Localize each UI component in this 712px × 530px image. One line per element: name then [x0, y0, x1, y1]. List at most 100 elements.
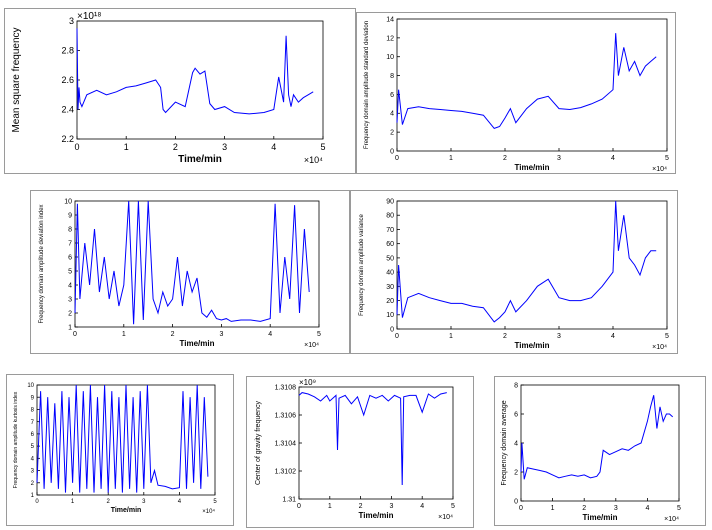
y-tick-label: 14	[386, 16, 394, 23]
y-tick-label: 3	[69, 16, 74, 26]
x-axis-label: Time/min	[178, 154, 222, 165]
plot-area	[74, 200, 320, 328]
y-tick-label: 7	[68, 240, 72, 247]
y-tick-label: 1.31	[282, 496, 296, 503]
x-tick-label: 3	[614, 505, 618, 512]
x-tick-label: 0	[73, 331, 77, 338]
y-tick-label: 8	[68, 226, 72, 233]
series-line	[396, 200, 657, 323]
y-tick-label: 10	[64, 198, 72, 205]
x-tick-label: 2	[503, 333, 507, 340]
x-tick-label: 1	[71, 499, 75, 505]
y-tick-label: 10	[27, 383, 34, 389]
y-tick-label: 5	[31, 444, 35, 450]
y-tick-label: 40	[386, 270, 394, 277]
x-tick-label: 3	[142, 499, 146, 505]
chart-center-of-gravity-frequency: 0 1 2 3 4 5 1.31 1.3102 1.3104 1.3106 1.3108 Time/m…	[255, 378, 455, 521]
x-tick-label: 4	[645, 505, 649, 512]
y-tick-label: 2	[68, 310, 72, 317]
y-tick-label: 20	[386, 298, 394, 305]
y-tick-label: 3	[68, 296, 72, 303]
x-tick-label: 5	[320, 142, 325, 152]
x-tick-label: 4	[268, 331, 272, 338]
y-tick-label: 2.6	[61, 75, 74, 85]
plot-area	[520, 384, 680, 502]
y-axis-label: Frequency domain amplitude standard devi…	[364, 21, 370, 149]
y-tick-label: 2.2	[61, 134, 74, 144]
x-tick-label: 0	[297, 503, 301, 510]
chart-panel-amplitude-std: 0 1 2 3 4 5 0 2 4 6 8 10 12 14 Time/min ×10⁴ Frequency d…	[356, 12, 676, 174]
x-tick-label: 5	[317, 331, 321, 338]
x-tick-label: 2	[171, 331, 175, 338]
x-tick-label: 0	[395, 333, 399, 340]
y-tick-label: 4	[390, 111, 394, 118]
x-axis-exponent: ×10⁴	[652, 344, 667, 351]
y-tick-label: 1.3106	[275, 412, 297, 419]
series-line	[396, 33, 657, 129]
plot-area	[396, 18, 668, 152]
y-tick-label: 1	[31, 493, 35, 499]
chart-panel-amplitude-variance: 0 1 2 3 4 5 0 10 20 30 40 50 60 70 80 90 Time/min ×10⁴ Fre…	[350, 190, 678, 354]
y-tick-label: 2.4	[61, 105, 74, 115]
y-tick-label: 9	[68, 212, 72, 219]
x-axis-label: Time/min	[111, 507, 142, 514]
y-tick-label: 8	[390, 73, 394, 80]
y-tick-label: 10	[386, 312, 394, 319]
y-tick-label: 0	[514, 498, 518, 505]
x-tick-label: 1	[449, 155, 453, 162]
y-tick-label: 60	[386, 241, 394, 248]
y-tick-label: 2	[31, 481, 35, 487]
x-tick-label: 4	[271, 142, 276, 152]
x-tick-label: 1	[551, 505, 555, 512]
y-tick-label: 4	[31, 456, 35, 462]
y-tick-label: 1.3108	[275, 384, 297, 391]
plot-area	[396, 200, 668, 330]
chart-panel-mean-square-frequency: 0 1 2 3 4 5 2.2 2.4 2.6 2.8 3 Time/min ×10⁴ ×10¹⁸ Mean…	[4, 8, 356, 174]
y-axis-exponent: ×10¹⁸	[77, 11, 102, 22]
x-tick-label: 4	[178, 499, 182, 505]
x-axis-exponent: ×10⁴	[202, 508, 215, 515]
chart-panel-deviation-index: 0 1 2 3 4 5 1 2 3 4 5 6 7 8 9 10 Time/min ×10⁴ Frequency d…	[30, 190, 350, 354]
series-line	[36, 384, 209, 493]
y-tick-label: 7	[31, 420, 35, 426]
x-tick-label: 1	[124, 142, 129, 152]
y-tick-label: 50	[386, 255, 394, 262]
y-tick-label: 12	[386, 35, 394, 42]
y-tick-label: 90	[386, 198, 394, 205]
y-tick-label: 3	[31, 469, 35, 475]
y-tick-label: 1.3102	[275, 468, 297, 475]
y-axis-label: Frequency domain amplitude deviation ind…	[39, 204, 45, 323]
y-tick-label: 0	[390, 326, 394, 333]
y-axis-label: Center of gravity frequency	[255, 400, 262, 485]
x-axis-label: Time/min	[515, 163, 550, 172]
chart-frequency-domain-average: 0 1 2 3 4 5 0 2 4 6 8 Time/min ×10⁴ Frequency domain …	[501, 382, 681, 523]
x-tick-label: 5	[665, 333, 669, 340]
series-line	[74, 200, 310, 325]
x-tick-label: 3	[557, 333, 561, 340]
x-axis-label: Time/min	[359, 511, 394, 520]
x-tick-label: 5	[213, 499, 217, 505]
y-axis-label: Mean square frequency	[11, 27, 22, 132]
y-tick-label: 1.3104	[275, 440, 297, 447]
y-tick-label: 6	[514, 411, 518, 418]
x-tick-label: 2	[359, 503, 363, 510]
x-tick-label: 5	[677, 505, 681, 512]
y-tick-label: 8	[31, 408, 35, 414]
y-axis-exponent: ×10⁹	[299, 378, 316, 387]
y-tick-label: 2.8	[61, 46, 74, 56]
x-tick-label: 2	[173, 142, 178, 152]
x-tick-label: 4	[420, 503, 424, 510]
y-tick-label: 0	[390, 148, 394, 155]
chart-panel-center-of-gravity: 0 1 2 3 4 5 1.31 1.3102 1.3104 1.3106 1.3108 Time/m…	[246, 376, 474, 528]
y-tick-label: 10	[386, 54, 394, 61]
x-tick-label: 4	[611, 333, 615, 340]
x-tick-label: 1	[449, 333, 453, 340]
series-line	[76, 28, 314, 115]
x-tick-label: 1	[122, 331, 126, 338]
x-tick-label: 4	[611, 155, 615, 162]
x-axis-label: Time/min	[180, 339, 215, 348]
chart-panel-frequency-average: 0 1 2 3 4 5 0 2 4 6 8 Time/min ×10⁴ Frequency domain …	[494, 376, 706, 526]
y-tick-label: 9	[31, 395, 35, 401]
x-axis-exponent: ×10⁴	[304, 342, 319, 349]
